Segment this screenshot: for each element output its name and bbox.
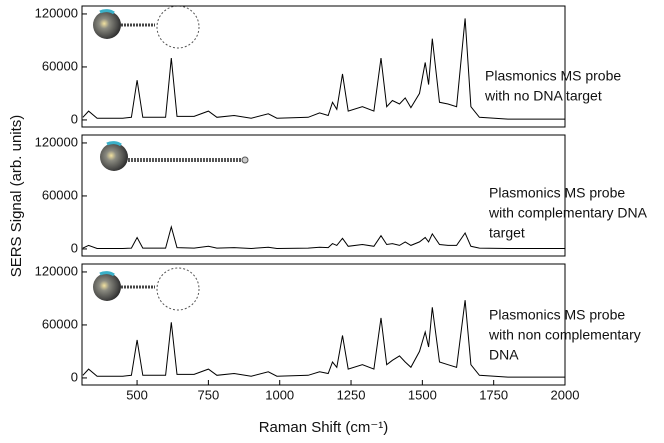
spectrum-line [82, 18, 565, 120]
y-axis-label: SERS Signal (arb. units) [8, 115, 25, 278]
annotation: Plasmonics MS probe [485, 68, 621, 84]
y-tick-label: 120000 [35, 134, 78, 149]
y-tick-label: 120000 [35, 263, 78, 278]
annotation: with complementary DNA [488, 205, 648, 221]
spectrum-line [82, 300, 565, 378]
annotation: with non complementary [488, 327, 641, 343]
x-tick-label: 1750 [479, 387, 508, 402]
annotation: DNA [489, 347, 519, 363]
y-tick-label: 60000 [42, 187, 78, 202]
spectrum-line [82, 224, 565, 250]
x-tick-label: 500 [126, 387, 148, 402]
x-tick-label: 1250 [337, 387, 366, 402]
y-tick-label: 120000 [35, 5, 78, 20]
y-tick-label: 0 [71, 369, 78, 384]
plot-frame [81, 263, 566, 386]
annotation: Plasmonics MS probe [489, 185, 625, 201]
x-tick-label: 1000 [265, 387, 294, 402]
y-tick-label: 60000 [42, 316, 78, 331]
probe-icon [93, 267, 200, 311]
y-tick-label: 0 [71, 111, 78, 126]
x-tick-label: 750 [198, 387, 220, 402]
probe-icon [93, 5, 200, 49]
x-axis-label: Raman Shift (cm⁻¹) [259, 419, 389, 436]
probe-icon [100, 141, 249, 171]
y-tick-label: 0 [71, 240, 78, 255]
annotation: with no DNA target [484, 88, 602, 104]
x-tick-label: 1500 [408, 387, 437, 402]
annotation: target [489, 225, 525, 241]
y-tick-label: 60000 [42, 58, 78, 73]
x-tick-label: 2000 [551, 387, 580, 402]
annotation: Plasmonics MS probe [489, 307, 625, 323]
